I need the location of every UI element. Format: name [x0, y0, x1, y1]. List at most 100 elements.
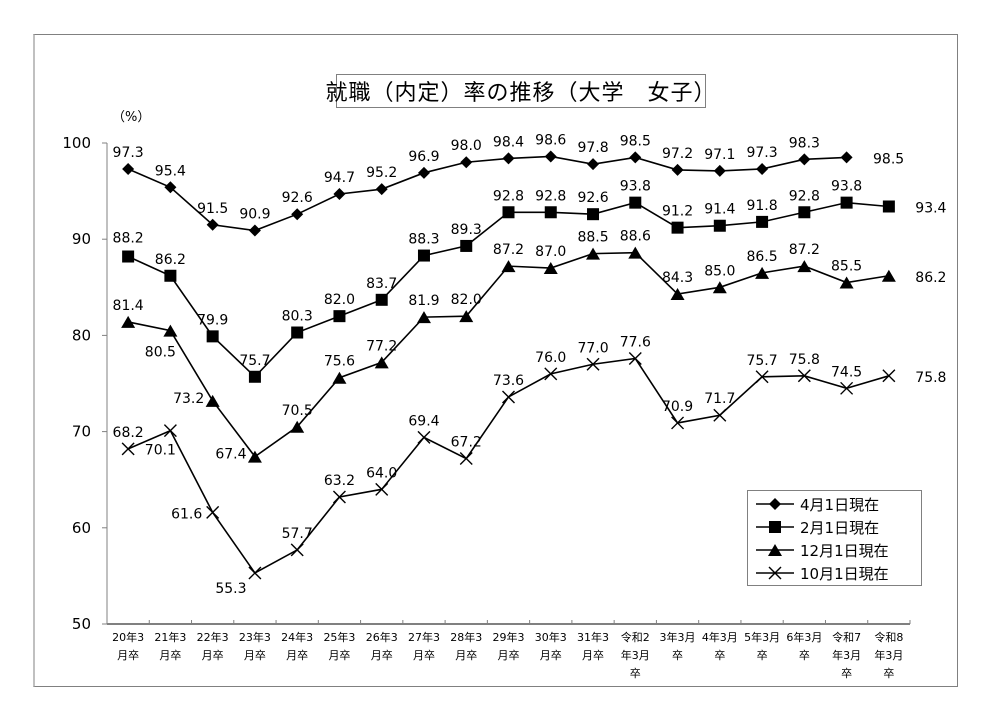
diamond-marker-icon	[769, 498, 781, 510]
data-label: 75.6	[324, 354, 355, 370]
triangle-marker-icon	[768, 544, 782, 556]
x-marker-icon	[206, 505, 220, 519]
square-marker-icon	[375, 293, 388, 306]
y-tick-label: 90	[72, 230, 91, 248]
x-category-label: 月卒	[202, 648, 224, 662]
data-label: 73.2	[173, 391, 204, 407]
legend-swatch-icon	[756, 544, 794, 556]
x-category-label: 23年3	[239, 630, 271, 644]
y-tick-label: 70	[72, 423, 91, 441]
series-layer	[121, 150, 896, 580]
square-marker-icon	[502, 206, 515, 219]
x-marker-icon	[290, 543, 304, 557]
data-label: 80.5	[145, 345, 176, 361]
data-label: 93.8	[831, 179, 862, 195]
data-label: 84.3	[662, 270, 693, 286]
data-label: 63.2	[324, 473, 355, 489]
data-label: 75.7	[239, 353, 270, 369]
x-category-label: 6年3月	[786, 630, 822, 644]
data-label: 91.5	[197, 201, 228, 217]
triangle-marker-icon	[290, 420, 305, 433]
data-label: 93.8	[620, 179, 651, 195]
legend-label: 2月1日現在	[800, 518, 880, 537]
square-marker-icon	[248, 370, 261, 383]
data-label: 80.3	[282, 309, 313, 325]
square-marker-icon	[544, 206, 557, 219]
diamond-marker-icon	[164, 181, 177, 194]
x-category-label: 卒	[630, 666, 641, 680]
square-marker-icon	[206, 330, 219, 343]
data-label: 57.7	[282, 526, 313, 542]
diamond-marker-icon	[248, 224, 261, 237]
square-marker-icon	[629, 196, 642, 209]
x-category-label: 26年3	[366, 630, 398, 644]
x-category-label: 3年3月	[660, 630, 696, 644]
data-label: 67.2	[451, 435, 482, 451]
data-label: 76.0	[535, 350, 566, 366]
legend-item: 10月1日現在	[748, 562, 921, 584]
x-category-label: 卒	[672, 648, 683, 662]
data-label: 91.2	[662, 204, 693, 220]
diamond-marker-icon	[122, 162, 135, 175]
x-category-label: 月卒	[286, 648, 308, 662]
x-marker-icon	[586, 357, 600, 371]
diamond-marker-icon	[544, 150, 557, 163]
data-label: 87.0	[535, 244, 566, 260]
x-category-label: 22年3	[197, 630, 229, 644]
x-category-label: 月卒	[413, 648, 435, 662]
x-category-label: 月卒	[244, 648, 266, 662]
data-label: 98.0	[451, 138, 482, 154]
data-label: 55.3	[215, 581, 246, 597]
data-label: 95.4	[155, 163, 186, 179]
x-marker-icon	[502, 390, 515, 404]
x-category-label: 月卒	[328, 648, 350, 662]
x-category-label: 24年3	[281, 630, 313, 644]
y-axis-tick-labels: 50 60 70 80 90 100	[62, 134, 91, 633]
x-category-label: 月卒	[159, 648, 181, 662]
x-category-label: 令和2	[621, 630, 650, 644]
x-category-label: 月卒	[540, 648, 562, 662]
data-label: 82.0	[324, 292, 355, 308]
legend-swatch-icon	[756, 498, 794, 510]
data-label: 81.9	[408, 293, 439, 309]
data-label: 88.2	[113, 231, 144, 247]
x-category-label: 月卒	[117, 648, 139, 662]
y-tick-label: 80	[72, 326, 91, 344]
data-label: 74.5	[831, 364, 862, 380]
x-category-label: 20年3	[112, 630, 144, 644]
x-category-label: 28年3	[450, 630, 482, 644]
data-label: 61.6	[171, 506, 202, 522]
data-label: 98.6	[535, 132, 566, 148]
square-marker-icon	[769, 521, 781, 533]
data-label: 77.6	[620, 334, 651, 350]
triangle-marker-icon	[247, 450, 262, 463]
diamond-marker-icon	[291, 208, 304, 221]
data-label: 86.5	[746, 249, 777, 265]
data-label: 90.9	[239, 207, 270, 223]
legend-label: 10月1日現在	[800, 564, 889, 583]
x-marker-icon	[840, 381, 854, 395]
diamond-marker-icon	[840, 151, 853, 164]
square-marker-icon	[164, 269, 177, 282]
x-category-label: 月卒	[371, 648, 393, 662]
data-label: 88.3	[408, 232, 439, 248]
x-category-label: 25年3	[323, 630, 355, 644]
legend: 4月1日現在 2月1日現在 12月1日現在 10月1日現在	[747, 490, 922, 586]
data-label: 77.0	[577, 340, 608, 356]
data-label: 75.7	[746, 353, 777, 369]
legend-label: 12月1日現在	[800, 541, 889, 560]
diamond-marker-icon	[629, 151, 642, 164]
square-marker-icon	[840, 196, 853, 209]
data-label: 86.2	[155, 252, 186, 268]
x-category-label: 30年3	[535, 630, 567, 644]
x-marker-icon	[332, 490, 346, 504]
series-2	[122, 196, 895, 383]
series-4	[121, 351, 896, 580]
data-label: 94.7	[324, 170, 355, 186]
x-marker-icon	[628, 351, 642, 365]
x-category-label: 27年3	[408, 630, 440, 644]
x-marker-icon	[882, 369, 896, 383]
data-label: 91.4	[704, 202, 735, 218]
x-category-label: 4年3月	[702, 630, 738, 644]
square-marker-icon	[122, 250, 135, 263]
